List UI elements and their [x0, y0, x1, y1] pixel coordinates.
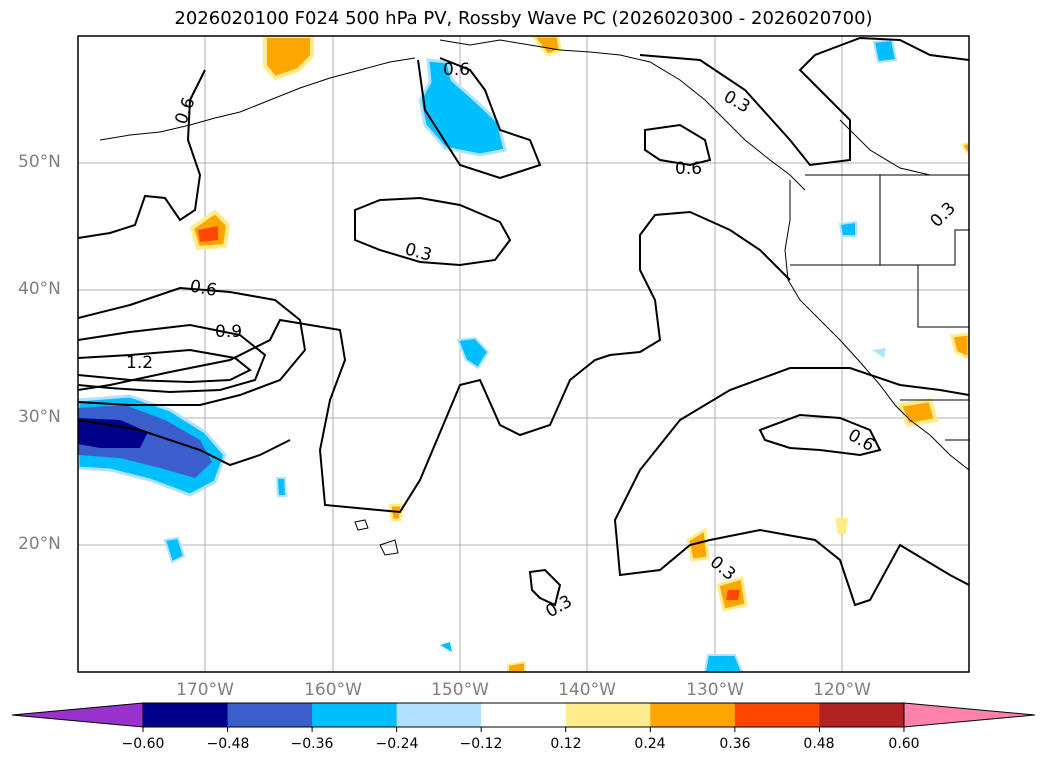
lon-label: 150°W — [431, 680, 489, 700]
contour-0.6-west — [78, 286, 307, 406]
contour-label: 0.3 — [720, 87, 753, 118]
colorbar — [11, 702, 1036, 732]
coastlines — [99, 39, 969, 556]
lat-label: 50°N — [18, 152, 61, 172]
lon-label: 130°W — [686, 680, 744, 700]
lon-label: 140°W — [558, 680, 616, 700]
positive-anomaly-north — [531, 36, 562, 57]
positive-anomaly-alaska — [263, 36, 314, 81]
negative-anomaly-small5 — [838, 220, 857, 237]
contour-central-0.3 — [354, 196, 512, 267]
colorbar-extend-high — [903, 702, 1036, 728]
positive-anomaly-east1 — [686, 527, 710, 562]
negative-anomaly-small3 — [703, 654, 744, 672]
map-title: 2026020100 F024 500 hPa PV, Rossby Wave … — [174, 8, 873, 29]
positive-anomaly-small — [835, 518, 848, 534]
negative-anomaly-gulf — [418, 58, 507, 157]
pv-contours — [78, 36, 969, 607]
positive-anomaly-coast — [950, 332, 969, 360]
positive-anomaly-aleutian-core — [198, 226, 218, 242]
negative-anomaly-small1 — [163, 536, 186, 564]
positive-anomaly-south — [507, 660, 526, 672]
colorbar-segment — [481, 703, 567, 727]
positive-anomaly-edge — [960, 141, 969, 157]
contour-label: 0.3 — [403, 239, 434, 265]
colorbar-tick-label: 0.12 — [550, 736, 582, 752]
positive-anomaly-baja — [897, 397, 939, 428]
contour-labels: 0.6 0.6 0.3 0.6 0.3 0.3 0.6 0.9 1.2 0.6 … — [126, 60, 960, 622]
contour-west-trough — [78, 419, 291, 467]
colorbar-outline — [142, 702, 905, 728]
contour-se-0.6 — [758, 413, 882, 457]
colorbar-segment — [734, 703, 820, 727]
contour-east-0.6 — [644, 123, 712, 167]
positive-anomaly-east2-core — [726, 590, 740, 600]
contour-label: 0.3 — [542, 591, 575, 622]
lon-label: 160°W — [304, 680, 362, 700]
contour-label: 0.6 — [443, 60, 470, 80]
colorbar-tick-label: −0.24 — [375, 736, 419, 752]
lon-label: 120°W — [813, 680, 871, 700]
positive-pv-patches — [189, 36, 969, 672]
negative-anomaly-small7 — [440, 642, 452, 652]
colorbar-segment — [650, 703, 736, 727]
negative-anomaly-small2 — [275, 477, 288, 497]
contour-label: 0.9 — [215, 322, 242, 342]
colorbar-segment — [819, 703, 905, 727]
contour-small-loop — [528, 568, 562, 607]
colorbar-segment — [312, 703, 398, 727]
colorbar-segment — [396, 703, 482, 727]
contour-ne-0.3 — [639, 36, 969, 167]
lon-label: 170°W — [176, 680, 234, 700]
colorbar-segment — [565, 703, 651, 727]
contour-label: 0.6 — [675, 159, 702, 179]
colorbar-tick-label: −0.12 — [459, 736, 503, 752]
colorbar-tick-label: 0.60 — [888, 736, 920, 752]
negative-anomaly-west-max — [78, 418, 148, 448]
colorbar-tick-label: 0.48 — [803, 736, 835, 752]
contour-south-0.3 — [613, 367, 969, 607]
colorbar-tick-label: 0.24 — [634, 736, 666, 752]
colorbar-tick-label: −0.60 — [121, 736, 165, 752]
negative-pv-patches — [78, 38, 898, 672]
colorbar-ticks — [142, 727, 905, 732]
colorbar-segment — [227, 703, 313, 727]
lat-label: 40°N — [18, 279, 61, 299]
colorbar-extend-low — [11, 702, 144, 728]
negative-anomaly-small4 — [872, 38, 898, 64]
map-frame — [77, 35, 970, 673]
contour-label: 1.2 — [126, 353, 153, 373]
colorbar-tick-label: −0.36 — [290, 736, 334, 752]
colorbar-segments — [11, 702, 1036, 728]
map-area: 0.6 0.6 0.3 0.6 0.3 0.3 0.6 0.9 1.2 0.6 … — [78, 36, 969, 672]
contour-north-ridge — [78, 69, 206, 239]
colorbar-tick-label: 0.36 — [719, 736, 751, 752]
contour-0.9 — [78, 323, 267, 394]
contour-1.2 — [78, 348, 252, 384]
lat-label: 30°N — [18, 407, 61, 427]
contour-label: 0.3 — [927, 198, 960, 231]
colorbar-segment — [143, 703, 229, 727]
contour-label: 0.6 — [188, 277, 218, 301]
contour-main-0.3 — [78, 210, 791, 514]
contour-gulf-loop — [417, 57, 542, 180]
contour-label: 0.6 — [171, 95, 199, 127]
negative-anomaly-small6 — [872, 348, 886, 358]
lat-label: 20°N — [18, 534, 61, 554]
colorbar-tick-label: −0.48 — [206, 736, 250, 752]
negative-anomaly-mid — [456, 336, 490, 370]
